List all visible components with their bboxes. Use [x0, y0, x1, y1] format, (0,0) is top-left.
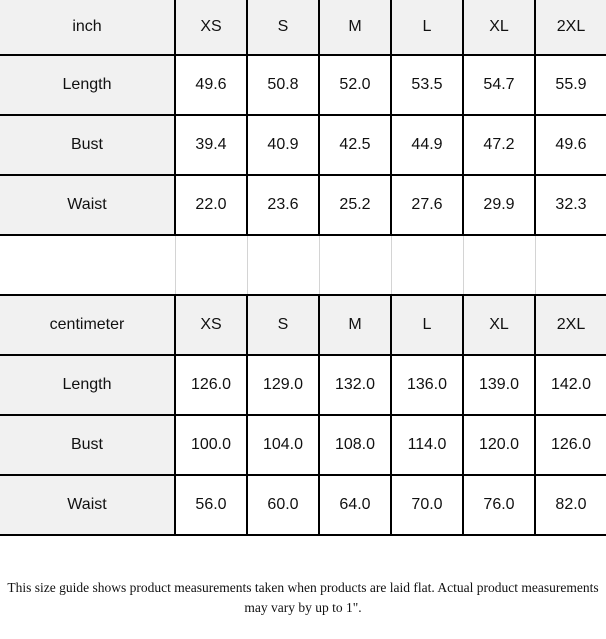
size-header: S: [248, 296, 320, 354]
table-row: Length 49.6 50.8 52.0 53.5 54.7 55.9: [0, 56, 606, 116]
measurement-cell: 60.0: [248, 476, 320, 534]
measurement-cell: 126.0: [176, 356, 248, 414]
table-row: Bust 39.4 40.9 42.5 44.9 47.2 49.6: [0, 116, 606, 176]
spacer-cell: [248, 236, 320, 296]
measurement-cell: 22.0: [176, 176, 248, 234]
measurement-cell: 70.0: [392, 476, 464, 534]
size-header: M: [320, 0, 392, 54]
header-row: inch XS S M L XL 2XL: [0, 0, 606, 56]
unit-header: centimeter: [0, 296, 176, 354]
size-header: 2XL: [536, 296, 606, 354]
measurement-cell: 139.0: [464, 356, 536, 414]
spacer-cell: [392, 236, 464, 296]
spacer-row: [0, 236, 606, 296]
size-header: XL: [464, 296, 536, 354]
row-label: Bust: [0, 116, 176, 174]
row-label: Length: [0, 56, 176, 114]
measurement-cell: 56.0: [176, 476, 248, 534]
measurement-cell: 47.2: [464, 116, 536, 174]
measurement-cell: 49.6: [176, 56, 248, 114]
row-label: Waist: [0, 476, 176, 534]
spacer-cell: [464, 236, 536, 296]
table-row: Waist 22.0 23.6 25.2 27.6 29.9 32.3: [0, 176, 606, 236]
size-header: 2XL: [536, 0, 606, 54]
measurement-cell: 40.9: [248, 116, 320, 174]
spacer-cell: [320, 236, 392, 296]
measurement-cell: 50.8: [248, 56, 320, 114]
measurement-cell: 64.0: [320, 476, 392, 534]
size-header: S: [248, 0, 320, 54]
measurement-cell: 25.2: [320, 176, 392, 234]
size-header: XL: [464, 0, 536, 54]
spacer-cell: [0, 236, 176, 296]
measurement-cell: 82.0: [536, 476, 606, 534]
measurement-cell: 39.4: [176, 116, 248, 174]
measurement-cell: 114.0: [392, 416, 464, 474]
row-label: Waist: [0, 176, 176, 234]
measurement-cell: 120.0: [464, 416, 536, 474]
measurement-cell: 23.6: [248, 176, 320, 234]
measurement-cell: 132.0: [320, 356, 392, 414]
measurement-cell: 76.0: [464, 476, 536, 534]
header-row: centimeter XS S M L XL 2XL: [0, 296, 606, 356]
table-row: Bust 100.0 104.0 108.0 114.0 120.0 126.0: [0, 416, 606, 476]
measurement-cell: 52.0: [320, 56, 392, 114]
measurement-cell: 32.3: [536, 176, 606, 234]
measurement-cell: 126.0: [536, 416, 606, 474]
measurement-cell: 104.0: [248, 416, 320, 474]
table-row: Length 126.0 129.0 132.0 136.0 139.0 142.0: [0, 356, 606, 416]
size-guide-note: This size guide shows product measuremen…: [7, 580, 599, 615]
row-label: Length: [0, 356, 176, 414]
size-header: XS: [176, 296, 248, 354]
table-row: Waist 56.0 60.0 64.0 70.0 76.0 82.0: [0, 476, 606, 536]
measurement-cell: 129.0: [248, 356, 320, 414]
size-header: L: [392, 0, 464, 54]
size-header: XS: [176, 0, 248, 54]
size-header: L: [392, 296, 464, 354]
size-table-inch: inch XS S M L XL 2XL Length 49.6 50.8 52.0 53.5 54.7…: [0, 0, 606, 236]
measurement-cell: 49.6: [536, 116, 606, 174]
measurement-cell: 55.9: [536, 56, 606, 114]
size-header: M: [320, 296, 392, 354]
measurement-cell: 53.5: [392, 56, 464, 114]
measurement-cell: 54.7: [464, 56, 536, 114]
measurement-cell: 29.9: [464, 176, 536, 234]
measurement-cell: 27.6: [392, 176, 464, 234]
measurement-cell: 142.0: [536, 356, 606, 414]
measurement-cell: 108.0: [320, 416, 392, 474]
measurement-cell: 44.9: [392, 116, 464, 174]
measurement-cell: 136.0: [392, 356, 464, 414]
measurement-cell: 42.5: [320, 116, 392, 174]
row-label: Bust: [0, 416, 176, 474]
unit-header: inch: [0, 0, 176, 54]
size-table-centimeter: centimeter XS S M L XL 2XL Length 126.0 129.0 132.…: [0, 294, 606, 536]
spacer-cell: [176, 236, 248, 296]
measurement-cell: 100.0: [176, 416, 248, 474]
